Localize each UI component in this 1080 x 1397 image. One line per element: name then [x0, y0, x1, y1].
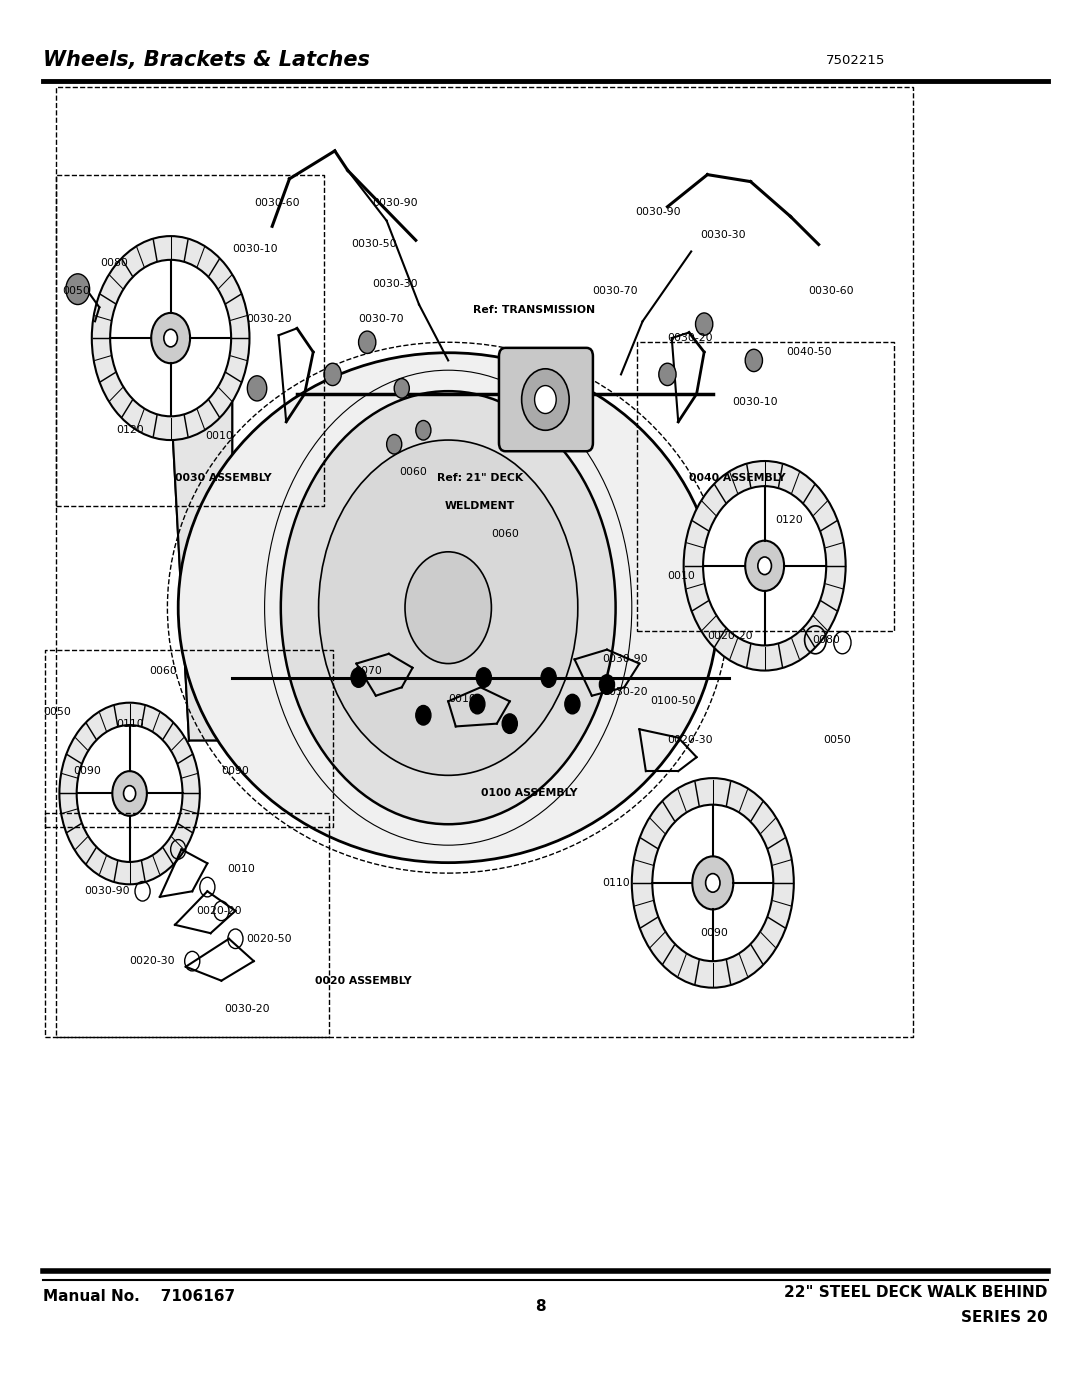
Text: 0120: 0120 [775, 514, 804, 525]
Circle shape [565, 694, 580, 714]
Text: 0030-70: 0030-70 [592, 285, 637, 296]
Circle shape [351, 668, 366, 687]
Text: 0030-60: 0030-60 [254, 197, 299, 208]
Circle shape [112, 771, 147, 816]
Circle shape [522, 369, 569, 430]
Circle shape [745, 541, 784, 591]
Circle shape [59, 703, 200, 884]
Circle shape [164, 330, 177, 346]
Text: 0020-30: 0020-30 [667, 735, 713, 746]
Text: 0090: 0090 [221, 766, 249, 777]
Circle shape [470, 694, 485, 714]
Circle shape [359, 331, 376, 353]
Circle shape [599, 675, 615, 694]
Circle shape [247, 376, 267, 401]
Text: 0080: 0080 [812, 634, 840, 645]
Text: 0030-10: 0030-10 [232, 243, 278, 254]
Text: 0010: 0010 [227, 863, 255, 875]
Ellipse shape [178, 353, 718, 863]
Text: 0030-90: 0030-90 [635, 207, 680, 218]
Text: 0120: 0120 [117, 425, 145, 436]
Text: SERIES 20: SERIES 20 [961, 1310, 1048, 1324]
Text: 0080: 0080 [100, 257, 129, 268]
Circle shape [502, 714, 517, 733]
Text: 22" STEEL DECK WALK BEHIND: 22" STEEL DECK WALK BEHIND [784, 1285, 1048, 1299]
Circle shape [110, 260, 231, 416]
Text: 0010: 0010 [667, 570, 696, 581]
Text: 0020 ASSEMBLY: 0020 ASSEMBLY [315, 975, 411, 986]
Text: 0040-50: 0040-50 [786, 346, 832, 358]
Text: WELDMENT: WELDMENT [445, 500, 515, 511]
Text: 0050: 0050 [823, 735, 851, 746]
Text: 7502215: 7502215 [826, 54, 886, 67]
Text: 0060: 0060 [491, 528, 519, 539]
Text: 0070: 0070 [354, 665, 382, 676]
Circle shape [476, 668, 491, 687]
Text: 0020-20: 0020-20 [197, 905, 242, 916]
Circle shape [66, 274, 90, 305]
Text: 0010: 0010 [205, 430, 233, 441]
Text: 8: 8 [535, 1299, 545, 1313]
Text: 0090: 0090 [73, 766, 102, 777]
Circle shape [405, 552, 491, 664]
Text: 0020-50: 0020-50 [246, 933, 292, 944]
Circle shape [696, 313, 713, 335]
Circle shape [758, 557, 771, 574]
Circle shape [324, 363, 341, 386]
Circle shape [684, 461, 846, 671]
Circle shape [281, 391, 616, 824]
Text: 0030-90: 0030-90 [373, 197, 418, 208]
Text: 0030-90: 0030-90 [603, 654, 648, 665]
Text: 0110: 0110 [603, 877, 631, 888]
Circle shape [151, 313, 190, 363]
Polygon shape [167, 307, 232, 740]
FancyBboxPatch shape [499, 348, 593, 451]
Text: Wheels, Brackets & Latches: Wheels, Brackets & Latches [43, 50, 370, 70]
Circle shape [632, 778, 794, 988]
Circle shape [535, 386, 556, 414]
Circle shape [659, 363, 676, 386]
Text: 0100 ASSEMBLY: 0100 ASSEMBLY [481, 788, 577, 799]
Circle shape [387, 434, 402, 454]
Text: 0060: 0060 [400, 467, 428, 478]
Text: 0030-60: 0030-60 [808, 285, 853, 296]
Circle shape [123, 785, 136, 802]
Circle shape [745, 349, 762, 372]
Text: 0020-20: 0020-20 [707, 630, 753, 641]
Circle shape [394, 379, 409, 398]
Text: 0030-70: 0030-70 [359, 313, 404, 324]
Text: 0030-10: 0030-10 [732, 397, 778, 408]
Circle shape [416, 705, 431, 725]
Circle shape [416, 420, 431, 440]
Text: 0030-30: 0030-30 [700, 229, 745, 240]
Text: 0030-90: 0030-90 [84, 886, 130, 897]
Text: 0030-30: 0030-30 [373, 278, 418, 289]
Text: 0060: 0060 [149, 665, 177, 676]
Circle shape [92, 236, 249, 440]
Text: 0010: 0010 [448, 693, 476, 704]
Text: 0110: 0110 [117, 718, 145, 729]
Circle shape [703, 486, 826, 645]
Circle shape [705, 873, 720, 893]
Circle shape [319, 440, 578, 775]
Text: Manual No.    7106167: Manual No. 7106167 [43, 1289, 235, 1303]
Text: 0030-20: 0030-20 [246, 313, 292, 324]
Text: 0030-20: 0030-20 [225, 1003, 270, 1014]
Circle shape [541, 668, 556, 687]
Circle shape [652, 805, 773, 961]
Text: 0040 ASSEMBLY: 0040 ASSEMBLY [689, 472, 785, 483]
Text: 0030-50: 0030-50 [351, 239, 396, 250]
Text: 0100-50: 0100-50 [650, 696, 696, 707]
Text: 0030 ASSEMBLY: 0030 ASSEMBLY [175, 472, 271, 483]
Circle shape [77, 725, 183, 862]
Text: 0050: 0050 [43, 707, 71, 718]
Text: 0030-20: 0030-20 [667, 332, 713, 344]
Text: Ref: TRANSMISSION: Ref: TRANSMISSION [473, 305, 595, 316]
Text: 0050: 0050 [63, 285, 91, 296]
Circle shape [692, 856, 733, 909]
Text: 0020-30: 0020-30 [130, 956, 175, 967]
Text: 0090: 0090 [700, 928, 728, 939]
Text: Ref: 21" DECK: Ref: 21" DECK [437, 472, 524, 483]
Text: 0030-20: 0030-20 [603, 686, 648, 697]
